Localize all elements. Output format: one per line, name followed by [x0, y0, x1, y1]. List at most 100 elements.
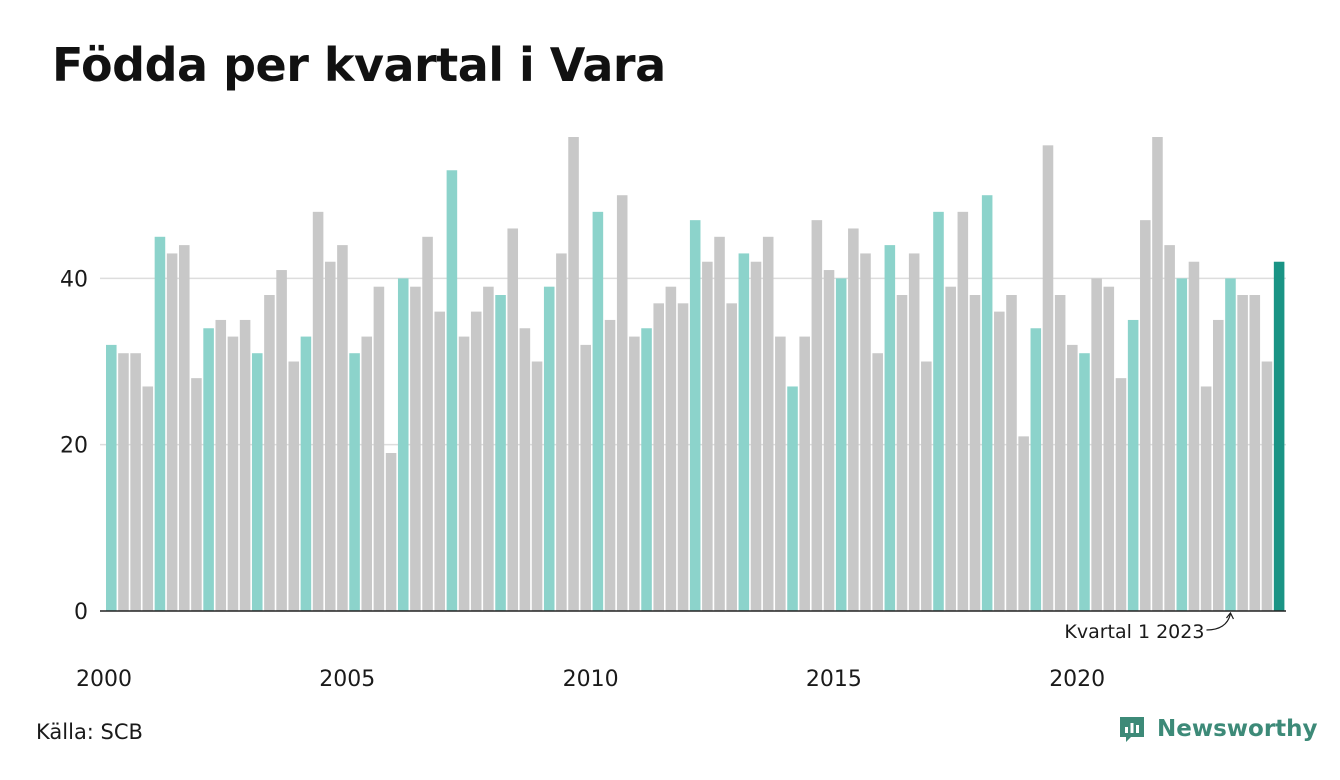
bar: [1273, 261, 1285, 611]
y-tick-label: 20: [60, 434, 88, 459]
bar: [823, 270, 835, 611]
bar: [933, 211, 944, 611]
bar: [677, 303, 689, 611]
bar: [921, 361, 932, 611]
bar: [1091, 278, 1102, 611]
annotation-arrowhead: [1225, 611, 1234, 620]
source-note: Källa: SCB: [36, 720, 143, 744]
y-tick-label: 0: [74, 600, 88, 625]
bar: [264, 295, 275, 611]
x-tick-label: 2015: [806, 667, 862, 692]
x-tick-label: 2005: [319, 667, 375, 692]
bar: [251, 353, 263, 611]
bar: [312, 211, 324, 611]
bar: [1176, 278, 1188, 611]
x-tick-label: 2000: [76, 667, 132, 692]
bar: [726, 303, 737, 611]
bar: [1188, 261, 1200, 611]
bar: [811, 220, 823, 611]
bar: [1006, 295, 1017, 611]
bar: [945, 286, 956, 611]
bar: [324, 261, 336, 611]
bar: [483, 286, 494, 611]
bar: [616, 195, 628, 612]
bar: [641, 328, 652, 611]
bar: [1115, 378, 1127, 611]
bar: [1042, 145, 1054, 611]
y-tick-label: 40: [60, 267, 88, 292]
bar: [738, 253, 750, 611]
bar: [495, 295, 506, 611]
bar: [689, 220, 701, 611]
bar: [1200, 386, 1212, 611]
bar: [106, 344, 117, 611]
bar: [908, 253, 920, 611]
bar: [1140, 220, 1151, 611]
bar: [1067, 344, 1078, 611]
bar: [629, 336, 640, 611]
brand-name: Newsworthy: [1157, 716, 1318, 742]
bar: [239, 319, 251, 611]
bar: [981, 195, 993, 612]
x-tick-labels: 2000 2005 2010 2015 2020: [76, 667, 1105, 692]
bar-chart: 0 20 40 2000 2005 2010 2015 2020 Kvartal 1 202…: [60, 137, 1286, 692]
bar: [1030, 328, 1042, 611]
bar: [1127, 319, 1139, 611]
bar: [1225, 278, 1236, 611]
bar: [458, 336, 470, 611]
bar: [1213, 319, 1224, 611]
x-tick-label: 2010: [563, 667, 619, 692]
annotation-arrow: [1206, 613, 1232, 631]
bar: [118, 353, 129, 611]
bar: [994, 311, 1005, 611]
bar: [288, 361, 300, 611]
bar: [397, 278, 409, 611]
bar: [775, 336, 786, 611]
bar: [142, 386, 154, 611]
bar: [154, 236, 166, 611]
bar: [787, 386, 798, 611]
bar: [276, 270, 287, 611]
bar: [860, 253, 871, 611]
bar: [884, 245, 896, 611]
bar: [191, 378, 202, 611]
bar: [470, 311, 482, 611]
bar: [702, 261, 713, 611]
bar: [957, 211, 969, 611]
bar: [969, 295, 981, 611]
bar: [592, 211, 604, 611]
bar: [835, 278, 847, 611]
bar: [1079, 353, 1090, 611]
bar: [373, 286, 385, 611]
bar: [203, 328, 214, 611]
bar: [872, 353, 883, 611]
bar: [653, 303, 664, 611]
x-tick-label: 2020: [1049, 667, 1105, 692]
bar: [543, 286, 555, 611]
bar: [531, 361, 543, 611]
annotation: Kvartal 1 2023: [1064, 611, 1234, 643]
bar: [762, 236, 774, 611]
bar: [337, 245, 348, 611]
bar: [519, 328, 531, 611]
bar: [556, 253, 567, 611]
bar: [580, 344, 591, 611]
bar: [385, 453, 397, 611]
bar: [349, 353, 360, 611]
bar: [896, 295, 908, 611]
bar: [1018, 436, 1029, 611]
bar: [130, 353, 141, 611]
bar: [507, 228, 519, 611]
chart-title: Födda per kvartal i Vara: [52, 38, 666, 92]
bar: [568, 137, 579, 611]
bar: [1249, 295, 1261, 611]
bar: [1164, 245, 1175, 611]
bar: [1103, 286, 1115, 611]
bars: [106, 137, 1285, 612]
annotation-label: Kvartal 1 2023: [1064, 621, 1204, 643]
bar: [799, 336, 810, 611]
bar: [410, 286, 421, 611]
bar: [300, 336, 312, 611]
bar: [604, 319, 616, 611]
bar: [1152, 137, 1163, 611]
